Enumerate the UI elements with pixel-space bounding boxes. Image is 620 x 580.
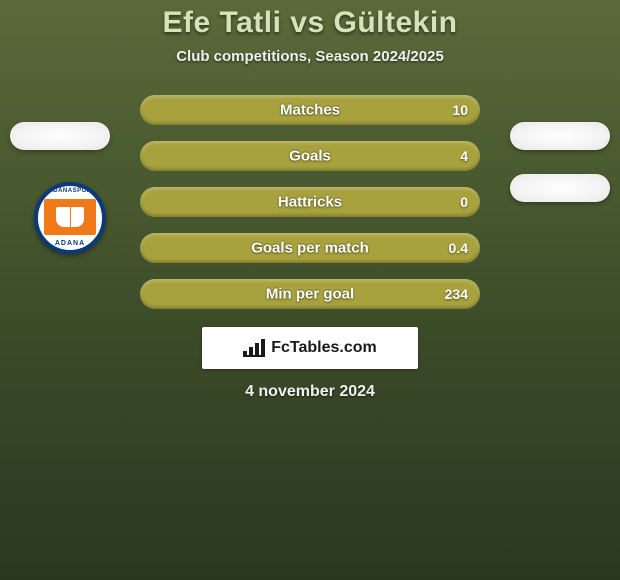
player-pill-left [10,122,110,150]
stat-value-right: 4 [460,148,468,164]
player-pill-right [510,122,610,150]
player-pill-right [510,174,610,202]
comparison-card: Efe Tatli vs Gültekin Club competitions,… [0,0,620,580]
stat-row: Goals 4 [140,141,480,171]
badge-book-icon [56,207,84,227]
stat-value-right: 10 [452,102,468,118]
stat-value-right: 234 [445,286,468,302]
stat-row: Hattricks 0 [140,187,480,217]
stat-label: Matches [280,102,340,119]
club-badge-adanaspor: ADANASPOR ADANA [34,182,106,254]
date-text: 4 november 2024 [0,383,620,401]
stat-label: Goals [289,148,331,165]
page-title: Efe Tatli vs Gültekin [0,6,620,40]
stat-row: Goals per match 0.4 [140,233,480,263]
stat-row: Matches 10 [140,95,480,125]
brand-text: FcTables.com [271,339,377,357]
badge-top-text: ADANASPOR [48,188,91,194]
badge-mid-stripe [44,199,96,235]
bar-chart-icon [243,339,265,357]
badge-circle: ADANASPOR ADANA [34,182,106,254]
subtitle: Club competitions, Season 2024/2025 [0,48,620,65]
stat-label: Hattricks [278,194,342,211]
stat-label: Min per goal [266,286,354,303]
stat-row: Min per goal 234 [140,279,480,309]
stat-value-right: 0.4 [449,240,468,256]
left-pill-column [10,122,110,150]
stat-label: Goals per match [251,240,369,257]
brand-box[interactable]: FcTables.com [202,327,418,369]
stat-value-right: 0 [460,194,468,210]
badge-bottom-text: ADANA [55,240,85,247]
right-pill-column [510,122,610,202]
